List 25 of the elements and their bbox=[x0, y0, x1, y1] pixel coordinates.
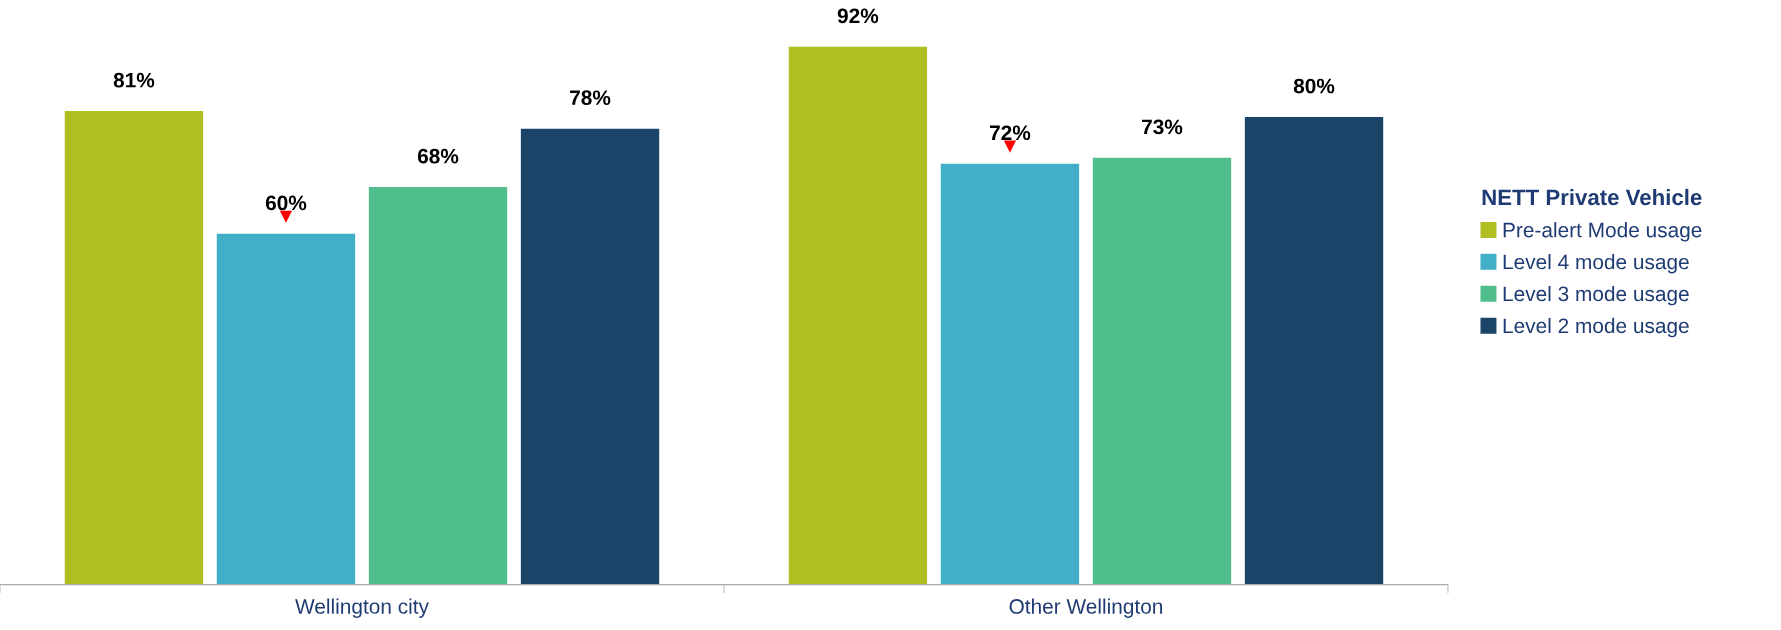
bar bbox=[216, 233, 356, 585]
data-label: 73% bbox=[1142, 119, 1183, 135]
x-tick-label: Other Wellington bbox=[1009, 598, 1163, 618]
data-label: 68% bbox=[417, 148, 459, 164]
annotation: ▼ bbox=[1003, 140, 1017, 153]
bar bbox=[788, 46, 928, 585]
bar bbox=[1092, 157, 1232, 585]
legend-label: Pre-alert Mode usage bbox=[1503, 222, 1702, 242]
bar bbox=[64, 111, 204, 585]
annotation: ▼ bbox=[279, 210, 293, 223]
data-label: 81% bbox=[113, 72, 155, 88]
x-tick-label: Wellington city bbox=[295, 598, 429, 618]
legend-label: Level 2 mode usage bbox=[1503, 317, 1689, 338]
data-label: 78% bbox=[570, 90, 611, 106]
bar bbox=[520, 128, 660, 585]
data-label: 60% bbox=[265, 195, 307, 211]
data-label: 92% bbox=[837, 8, 879, 24]
legend-label: Level 3 mode usage bbox=[1503, 285, 1689, 306]
bar bbox=[940, 163, 1080, 585]
bar bbox=[368, 187, 508, 585]
legend-title: NETT Private Vehicle bbox=[1482, 188, 1702, 206]
bar bbox=[1244, 116, 1384, 585]
data-label: 80% bbox=[1293, 78, 1335, 94]
data-label: 72% bbox=[989, 125, 1031, 141]
legend-label: Level 4 mode usage bbox=[1503, 254, 1689, 274]
